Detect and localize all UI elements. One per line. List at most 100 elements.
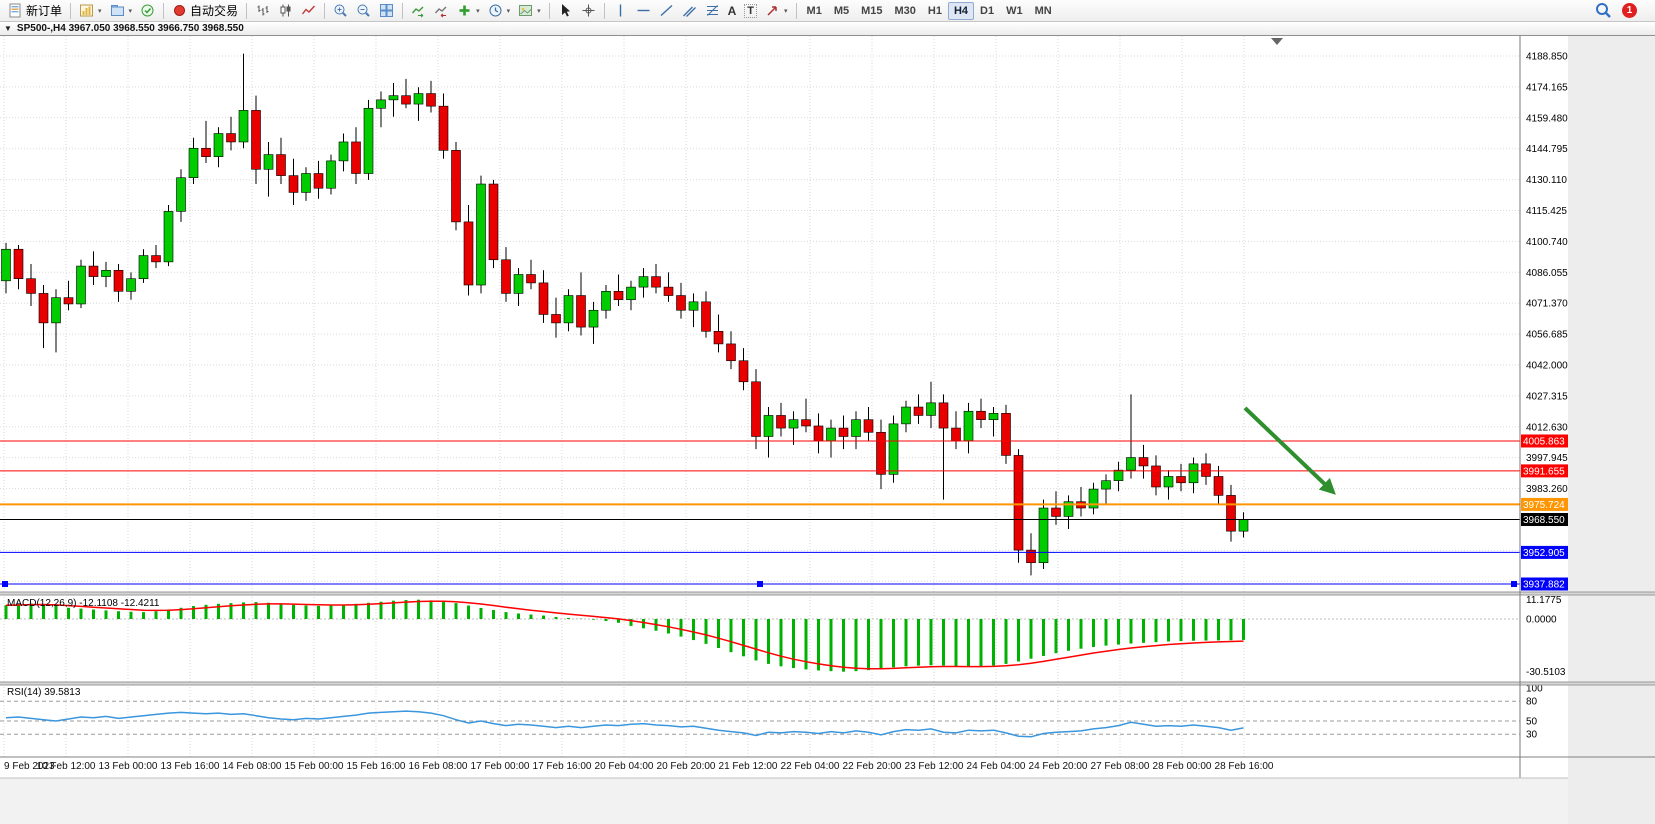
chart-title: SP500-,H4 3967.050 3968.550 3966.750 396… xyxy=(16,23,244,34)
svg-text:22 Feb 04:00: 22 Feb 04:00 xyxy=(781,761,840,772)
price-label-box xyxy=(1521,512,1568,526)
svg-text:17 Feb 00:00: 17 Feb 00:00 xyxy=(471,761,530,772)
separator xyxy=(70,2,72,19)
bar-chart-icon xyxy=(255,3,270,18)
svg-text:22 Feb 20:00: 22 Feb 20:00 xyxy=(843,761,902,772)
chart-shift-icon xyxy=(434,3,449,18)
text-tool-button[interactable]: A xyxy=(724,1,741,21)
chart-menu-icon[interactable]: ▼ xyxy=(4,23,12,33)
auto-scroll-button[interactable] xyxy=(407,1,430,21)
bar-chart-button[interactable] xyxy=(251,1,274,21)
label-tool-button[interactable]: T xyxy=(740,1,761,21)
hline-handle[interactable] xyxy=(1511,581,1517,588)
price-label-box xyxy=(1521,434,1568,448)
timeframe-m1-button[interactable]: M1 xyxy=(801,2,828,20)
svg-text:16 Feb 08:00: 16 Feb 08:00 xyxy=(409,761,468,772)
line-chart-icon xyxy=(301,3,316,18)
svg-text:23 Feb 12:00: 23 Feb 12:00 xyxy=(905,761,964,772)
toolbar: 新订单 ▾ ▾ 自动交易 xyxy=(0,0,1655,22)
chart-stage: 4188.850 4174.165 4159.480 4144.795 4130.110… xyxy=(0,36,1655,824)
line-chart-button[interactable] xyxy=(297,1,320,21)
price-label-box xyxy=(1521,497,1568,511)
candles xyxy=(1,53,1249,576)
candlestick-icon xyxy=(278,3,293,18)
timeframe-d1-button[interactable]: D1 xyxy=(974,2,1000,20)
zoom-out-button[interactable] xyxy=(352,1,375,21)
svg-text:11.1775: 11.1775 xyxy=(1526,595,1562,606)
text-icon: A xyxy=(727,3,737,18)
crosshair-button[interactable] xyxy=(577,1,600,21)
search-icon[interactable] xyxy=(1595,2,1612,19)
dropdown-caret-icon: ▾ xyxy=(476,7,480,15)
crosshair-icon xyxy=(581,3,596,18)
window-filler xyxy=(1568,36,1655,824)
svg-text:4159.480: 4159.480 xyxy=(1526,113,1568,124)
svg-text:3997.945: 3997.945 xyxy=(1526,453,1568,464)
vertical-line-icon xyxy=(613,3,628,18)
hline-handle[interactable] xyxy=(2,581,8,588)
svg-text:30: 30 xyxy=(1526,730,1538,741)
rsi-indicator-label: RSI(14) 39.5813 xyxy=(7,687,81,698)
dropdown-caret-icon: ▾ xyxy=(506,7,511,15)
trendline-icon xyxy=(659,3,674,18)
label-icon: T xyxy=(744,3,758,18)
templates-button[interactable]: ▾ xyxy=(514,1,545,21)
svg-text:-30.5103: -30.5103 xyxy=(1526,667,1566,678)
add-indicator-button[interactable]: ▾ xyxy=(453,1,484,21)
svg-text:27 Feb 08:00: 27 Feb 08:00 xyxy=(1091,761,1150,772)
chart-shift-button[interactable] xyxy=(430,1,453,21)
profiles-icon xyxy=(110,3,125,18)
chart-shift-marker[interactable] xyxy=(1271,38,1283,45)
svg-text:24 Feb 20:00: 24 Feb 20:00 xyxy=(1029,761,1088,772)
auto-trading-button[interactable]: 自动交易 xyxy=(168,1,242,21)
tile-windows-icon xyxy=(379,3,394,18)
bottom-filler xyxy=(0,778,1568,824)
terminal-button[interactable] xyxy=(136,1,159,21)
svg-text:4042.000: 4042.000 xyxy=(1526,361,1568,372)
timeframe-w1-button[interactable]: W1 xyxy=(1000,2,1029,20)
hline-handle[interactable] xyxy=(757,581,763,588)
macd-signal-line xyxy=(5,600,1244,670)
trend-arrow-annotation[interactable] xyxy=(1243,406,1336,495)
separator xyxy=(163,2,165,19)
chart-canvas[interactable]: 4188.850 4174.165 4159.480 4144.795 4130.110… xyxy=(0,36,1655,824)
svg-text:13 Feb 00:00: 13 Feb 00:00 xyxy=(99,761,158,772)
timeframe-m30-button[interactable]: M30 xyxy=(889,2,922,20)
channel-button[interactable] xyxy=(678,1,701,21)
svg-text:4100.740: 4100.740 xyxy=(1526,237,1568,248)
terminal-icon xyxy=(140,3,155,18)
channel-icon xyxy=(682,3,697,18)
timeframe-h4-button[interactable]: H4 xyxy=(947,1,975,20)
new-chart-button[interactable]: ▾ xyxy=(75,1,106,21)
price-label-box xyxy=(1521,545,1568,559)
separator xyxy=(402,2,404,19)
svg-text:28 Feb 16:00: 28 Feb 16:00 xyxy=(1215,761,1274,772)
timeframe-mn-button[interactable]: MN xyxy=(1029,2,1058,20)
profiles-button[interactable]: ▾ xyxy=(106,1,137,21)
timeframe-h1-button[interactable]: H1 xyxy=(922,2,948,20)
notification-badge[interactable]: 1 xyxy=(1622,3,1637,18)
fibonacci-button[interactable] xyxy=(701,1,724,21)
cursor-button[interactable] xyxy=(554,1,577,21)
svg-text:20 Feb 20:00: 20 Feb 20:00 xyxy=(657,761,716,772)
timeframe-m15-button[interactable]: M15 xyxy=(855,2,888,20)
arrows-tool-button[interactable]: ▾ xyxy=(761,1,792,21)
rsi-line xyxy=(5,710,1244,738)
timeframe-m5-button[interactable]: M5 xyxy=(828,2,855,20)
horizontal-line-button[interactable] xyxy=(632,1,655,21)
templates-icon xyxy=(518,3,533,18)
svg-text:20 Feb 04:00: 20 Feb 04:00 xyxy=(595,761,654,772)
periods-button[interactable]: ▾ xyxy=(484,1,515,21)
svg-text:13 Feb 16:00: 13 Feb 16:00 xyxy=(161,761,220,772)
tile-windows-button[interactable] xyxy=(375,1,398,21)
svg-text:4130.110: 4130.110 xyxy=(1526,175,1567,186)
trendline-button[interactable] xyxy=(655,1,678,21)
svg-text:10 Feb 12:00: 10 Feb 12:00 xyxy=(37,761,96,772)
vertical-line-button[interactable] xyxy=(609,1,632,21)
periods-clock-icon xyxy=(488,3,503,18)
candlestick-chart-button[interactable] xyxy=(274,1,297,21)
new-order-button[interactable]: 新订单 xyxy=(4,1,66,21)
zoom-in-button[interactable] xyxy=(329,1,352,21)
auto-trading-icon xyxy=(172,3,187,18)
